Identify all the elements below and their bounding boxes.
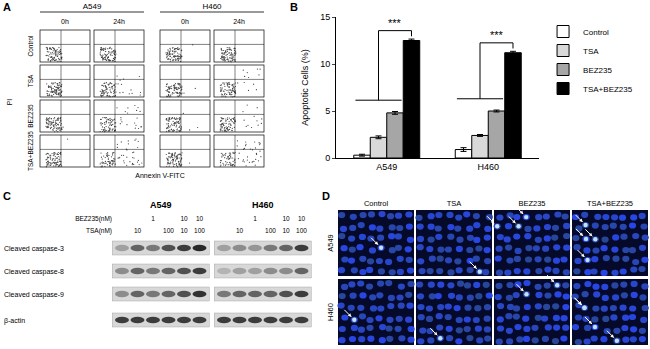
svg-text:TSA(nM): TSA(nM): [86, 227, 112, 235]
svg-text:10: 10: [180, 227, 188, 234]
svg-text:A549: A549: [150, 200, 172, 210]
svg-text:0: 0: [325, 153, 330, 163]
svg-text:TSA: TSA: [583, 47, 599, 56]
svg-text:TSA: TSA: [447, 199, 462, 208]
svg-text:TSA+BEZ235: TSA+BEZ235: [587, 199, 633, 208]
svg-text:5: 5: [325, 106, 330, 116]
svg-text:Cleaved caspase-8: Cleaved caspase-8: [4, 268, 64, 276]
svg-text:10: 10: [320, 59, 330, 69]
svg-text:Apoptotic Cells (%): Apoptotic Cells (%): [300, 49, 310, 126]
svg-text:***: ***: [490, 29, 504, 41]
svg-text:A: A: [3, 1, 11, 13]
svg-text:Cleaved caspase-3: Cleaved caspase-3: [4, 245, 64, 253]
svg-text:β-actin: β-actin: [4, 317, 25, 325]
svg-text:0h: 0h: [61, 18, 69, 25]
svg-text:1: 1: [151, 215, 155, 222]
svg-text:Control: Control: [583, 28, 609, 37]
svg-text:100: 100: [163, 227, 174, 234]
svg-text:100: 100: [296, 227, 307, 234]
svg-text:1: 1: [253, 215, 257, 222]
svg-text:H460: H460: [477, 162, 499, 172]
svg-text:BEZ235: BEZ235: [583, 66, 612, 75]
svg-text:TSA+BEZ235: TSA+BEZ235: [583, 85, 633, 94]
svg-text:Control: Control: [364, 199, 389, 208]
svg-text:TSA: TSA: [27, 74, 34, 87]
svg-text:TSA+BEZ235: TSA+BEZ235: [27, 131, 34, 171]
svg-text:10: 10: [282, 227, 290, 234]
svg-text:PI: PI: [6, 99, 13, 106]
svg-text:10: 10: [180, 215, 188, 222]
svg-text:***: ***: [388, 17, 402, 29]
svg-text:H460: H460: [252, 200, 274, 210]
svg-text:A549: A549: [326, 234, 335, 252]
svg-text:Cleaved caspase-9: Cleaved caspase-9: [4, 291, 64, 299]
svg-text:10: 10: [236, 227, 244, 234]
svg-text:BEZ235(nM): BEZ235(nM): [75, 215, 112, 223]
svg-text:0h: 0h: [181, 18, 189, 25]
svg-text:A549: A549: [376, 162, 397, 172]
svg-text:15: 15: [320, 12, 330, 22]
svg-text:H460: H460: [326, 303, 335, 321]
svg-text:24h: 24h: [233, 18, 245, 25]
svg-text:Annexin V-FITC: Annexin V-FITC: [135, 172, 184, 179]
svg-text:Control: Control: [27, 35, 34, 57]
svg-text:100: 100: [194, 227, 205, 234]
svg-text:B: B: [290, 1, 298, 13]
svg-text:C: C: [3, 190, 11, 202]
svg-text:10: 10: [196, 215, 204, 222]
svg-text:24h: 24h: [113, 18, 125, 25]
svg-text:BEZ235: BEZ235: [27, 104, 34, 128]
svg-text:10: 10: [134, 227, 142, 234]
svg-text:10: 10: [282, 215, 290, 222]
svg-text:100: 100: [265, 227, 276, 234]
svg-text:A549: A549: [83, 2, 102, 11]
svg-text:H460: H460: [202, 2, 222, 11]
svg-text:10: 10: [298, 215, 306, 222]
svg-text:D: D: [322, 190, 330, 202]
svg-text:BEZ235: BEZ235: [518, 199, 545, 208]
